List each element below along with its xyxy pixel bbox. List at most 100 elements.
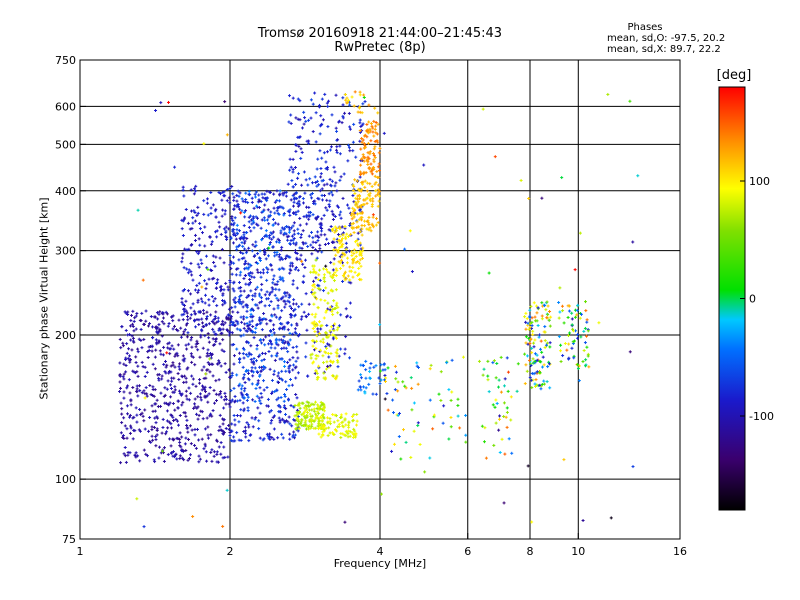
data-point xyxy=(291,332,295,336)
data-point xyxy=(205,197,209,201)
data-point xyxy=(122,416,126,420)
data-point xyxy=(194,446,198,450)
data-point xyxy=(186,430,190,434)
data-point xyxy=(280,417,284,421)
data-point xyxy=(266,254,270,258)
data-point xyxy=(184,323,188,327)
colorbar-label: [deg] xyxy=(716,68,752,83)
data-point xyxy=(202,312,206,316)
data-point xyxy=(136,374,140,378)
data-point xyxy=(190,374,194,378)
data-point xyxy=(136,364,140,368)
data-point xyxy=(133,454,137,458)
data-point xyxy=(197,288,201,292)
data-point xyxy=(158,349,162,353)
data-point xyxy=(197,438,201,442)
data-point xyxy=(196,252,200,256)
data-point xyxy=(185,335,189,339)
data-point xyxy=(141,414,145,418)
data-point xyxy=(180,218,184,222)
data-point xyxy=(186,331,190,335)
data-point xyxy=(146,356,150,360)
data-point xyxy=(188,316,192,320)
data-point xyxy=(157,312,161,316)
data-point xyxy=(186,221,190,225)
data-point xyxy=(207,303,211,307)
data-point xyxy=(177,365,181,369)
data-point xyxy=(126,310,130,314)
data-point xyxy=(141,365,145,369)
data-point xyxy=(133,429,137,433)
data-point xyxy=(231,223,235,227)
data-point xyxy=(142,337,146,341)
data-point xyxy=(130,313,134,317)
data-point xyxy=(226,455,230,459)
data-point xyxy=(203,301,207,305)
data-point xyxy=(292,436,296,440)
data-point xyxy=(166,346,170,350)
data-point xyxy=(214,286,218,290)
data-point xyxy=(229,222,233,226)
data-point xyxy=(176,372,180,376)
data-point xyxy=(185,418,189,422)
data-point xyxy=(233,204,237,208)
data-point xyxy=(159,391,163,395)
data-point xyxy=(245,309,249,313)
data-point xyxy=(155,330,159,334)
data-point xyxy=(187,342,191,346)
data-point xyxy=(158,310,162,314)
data-point xyxy=(200,261,204,265)
data-point xyxy=(260,282,264,286)
data-point xyxy=(228,187,232,191)
data-point xyxy=(178,437,182,441)
data-point xyxy=(186,458,190,462)
data-point xyxy=(230,184,234,188)
data-point xyxy=(211,374,215,378)
data-point xyxy=(196,395,200,399)
data-point xyxy=(242,407,246,411)
data-point xyxy=(164,359,168,363)
data-point xyxy=(223,301,227,305)
data-point xyxy=(180,256,184,260)
data-point xyxy=(239,286,243,290)
data-point xyxy=(164,432,168,436)
data-point xyxy=(138,429,142,433)
data-point xyxy=(212,330,216,334)
data-point xyxy=(210,240,214,244)
data-point xyxy=(190,345,194,349)
data-point xyxy=(125,386,129,390)
data-point xyxy=(151,393,155,397)
data-point xyxy=(118,374,122,378)
data-point xyxy=(150,434,154,438)
data-point xyxy=(176,343,180,347)
data-point xyxy=(123,446,127,450)
data-point xyxy=(190,354,194,358)
data-point xyxy=(265,278,269,282)
data-point xyxy=(283,305,287,309)
data-point xyxy=(172,390,176,394)
data-point xyxy=(277,410,281,414)
data-point xyxy=(152,394,156,398)
data-point xyxy=(181,302,185,306)
data-point xyxy=(212,321,216,325)
data-point xyxy=(185,322,189,326)
x-axis-label: Frequency [MHz] xyxy=(333,557,427,570)
data-point xyxy=(192,406,196,410)
data-point xyxy=(192,309,196,313)
data-point xyxy=(126,384,130,388)
data-point xyxy=(238,250,242,254)
x-tick-label: 1 xyxy=(77,545,84,558)
data-point xyxy=(264,335,268,339)
data-point xyxy=(121,435,125,439)
data-point xyxy=(222,299,226,303)
data-point xyxy=(214,379,218,383)
data-point xyxy=(198,273,202,277)
data-point xyxy=(166,379,170,383)
data-point xyxy=(279,248,283,252)
data-point xyxy=(173,408,177,412)
data-point xyxy=(151,438,155,442)
data-point xyxy=(180,260,184,264)
data-point xyxy=(148,384,152,388)
data-point xyxy=(228,280,232,284)
data-point xyxy=(276,396,280,400)
